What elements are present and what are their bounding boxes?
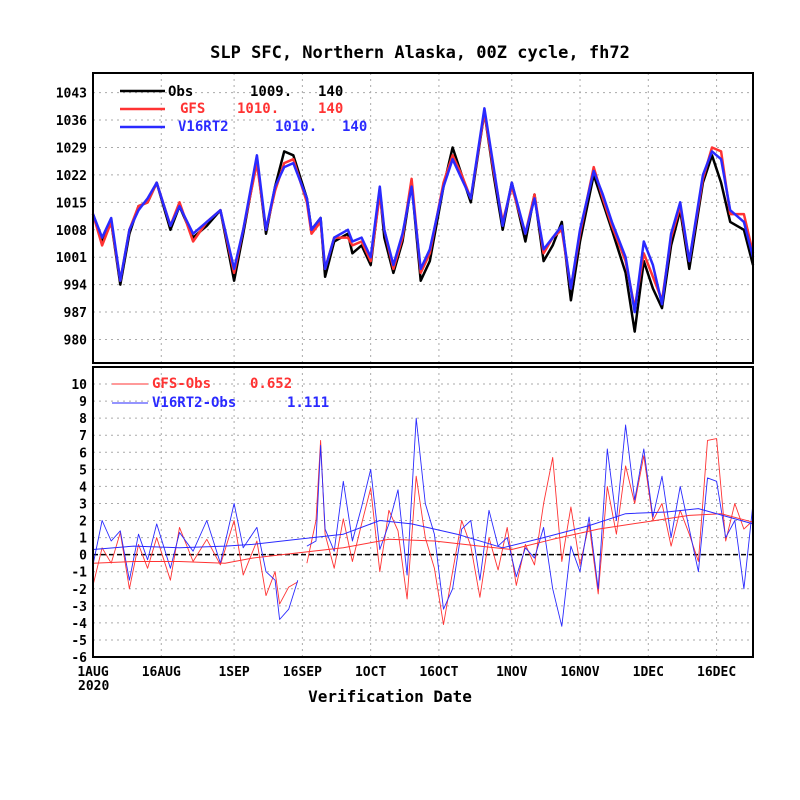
top-y-tick-label: 980 bbox=[64, 333, 88, 348]
chart-title: SLP SFC, Northern Alaska, 00Z cycle, fh7… bbox=[210, 43, 630, 63]
bottom-y-tick-label: 0 bbox=[79, 549, 87, 564]
top-y-tick-label: 1022 bbox=[56, 169, 87, 184]
bottom-y-tick-label: 2 bbox=[79, 515, 87, 530]
bottom-panel-frame bbox=[92, 366, 754, 658]
bottom-y-tick-label: 6 bbox=[79, 446, 87, 461]
x-tick-label: 16OCT bbox=[419, 665, 458, 680]
x-tick-label: 16AUG bbox=[142, 665, 181, 680]
bottom-y-tick-label: -5 bbox=[71, 634, 87, 649]
bottom-y-tick-label: 7 bbox=[79, 429, 87, 444]
bottom-y-tick-label: -2 bbox=[71, 583, 87, 598]
legend-gfs-obs-stat: 0.652 bbox=[250, 376, 292, 392]
top-panel-grid bbox=[92, 73, 753, 363]
bottom-y-tick-label: 1 bbox=[79, 532, 87, 547]
x-axis-ticks: 1AUG 16AUG 1SEP 16SEP 1OCT 16OCT 1NOV 16NOV 1DEC… bbox=[77, 665, 736, 680]
bottom-legend: GFS-Obs 0.652 V16RT2-Obs 1.111 bbox=[112, 376, 329, 411]
bottom-series-segment-line bbox=[306, 417, 754, 627]
bottom-y-tick-label: -1 bbox=[71, 566, 87, 581]
legend-v16-obs-label: V16RT2-Obs bbox=[152, 395, 236, 411]
bottom-y-tick-label: 10 bbox=[71, 378, 87, 393]
x-tick-label: 16NOV bbox=[560, 665, 599, 680]
bottom-series-running-mean-line bbox=[92, 513, 754, 564]
top-series-v16rt2-line bbox=[91, 107, 755, 314]
x-tick-label: 16DEC bbox=[697, 665, 736, 680]
bottom-panel-series bbox=[92, 417, 754, 627]
legend-gfs-stat1: 1010. bbox=[237, 101, 279, 117]
legend-gfs-obs-label: GFS-Obs bbox=[152, 376, 211, 392]
top-y-tick-label: 1029 bbox=[56, 141, 87, 156]
top-panel-frame bbox=[92, 72, 754, 364]
top-panel-series bbox=[91, 107, 755, 333]
top-y-tick-label: 987 bbox=[64, 306, 87, 321]
x-tick-label: 1AUG bbox=[77, 665, 108, 680]
top-series-obs-line bbox=[91, 110, 755, 333]
bottom-y-tick-label: 8 bbox=[79, 412, 87, 427]
legend-obs-stat2: 140 bbox=[318, 84, 343, 100]
x-tick-label: 16SEP bbox=[283, 665, 322, 680]
legend-gfs-label: GFS bbox=[180, 101, 205, 117]
legend-gfs-stat2: 140 bbox=[318, 101, 343, 117]
x-axis-label: Verification Date bbox=[308, 687, 472, 706]
legend-v16-stat2: 140 bbox=[342, 119, 367, 135]
top-legend: Obs 1009. 140 GFS 1010. 140 V16RT2 1010.… bbox=[120, 84, 367, 135]
top-y-tick-label: 1015 bbox=[56, 196, 87, 211]
bottom-y-tick-label: -6 bbox=[71, 651, 87, 666]
x-tick-label: 1OCT bbox=[355, 665, 386, 680]
bottom-series-running-mean-line bbox=[92, 508, 754, 550]
x-tick-label: 1DEC bbox=[633, 665, 664, 680]
bottom-y-tick-label: 5 bbox=[79, 463, 87, 478]
legend-obs-label: Obs bbox=[168, 84, 193, 100]
bottom-y-tick-label: 4 bbox=[79, 480, 87, 495]
top-y-tick-label: 1043 bbox=[56, 87, 87, 102]
legend-v16-obs-stat: 1.111 bbox=[287, 395, 329, 411]
top-y-tick-label: 1008 bbox=[56, 224, 87, 239]
legend-obs-stat1: 1009. bbox=[250, 84, 292, 100]
bottom-series-gfs-obs-line bbox=[92, 520, 299, 605]
top-y-tick-label: 1001 bbox=[56, 251, 87, 266]
bottom-y-axis-ticks: -6 -5 -4 -3 -2 -1 0 1 2 3 4 5 6 7 8 9 10 bbox=[71, 378, 87, 666]
x-axis-year-label: 2020 bbox=[78, 679, 109, 694]
bottom-y-tick-label: 3 bbox=[79, 497, 87, 512]
bottom-series-segment-line bbox=[306, 438, 754, 626]
legend-v16-label: V16RT2 bbox=[178, 119, 229, 135]
x-tick-label: 1NOV bbox=[496, 665, 527, 680]
top-series-gfs-line bbox=[91, 110, 755, 310]
x-tick-label: 1SEP bbox=[218, 665, 249, 680]
top-y-tick-label: 994 bbox=[64, 279, 88, 294]
bottom-y-tick-label: -3 bbox=[71, 600, 87, 615]
bottom-y-tick-label: -4 bbox=[71, 617, 87, 632]
top-y-axis-ticks: 980 987 994 1001 1008 1015 1022 1029 1036 1043 bbox=[56, 87, 87, 349]
top-y-tick-label: 1036 bbox=[56, 114, 87, 129]
legend-v16-stat1: 1010. bbox=[275, 119, 317, 135]
bottom-y-tick-label: 9 bbox=[79, 395, 87, 410]
